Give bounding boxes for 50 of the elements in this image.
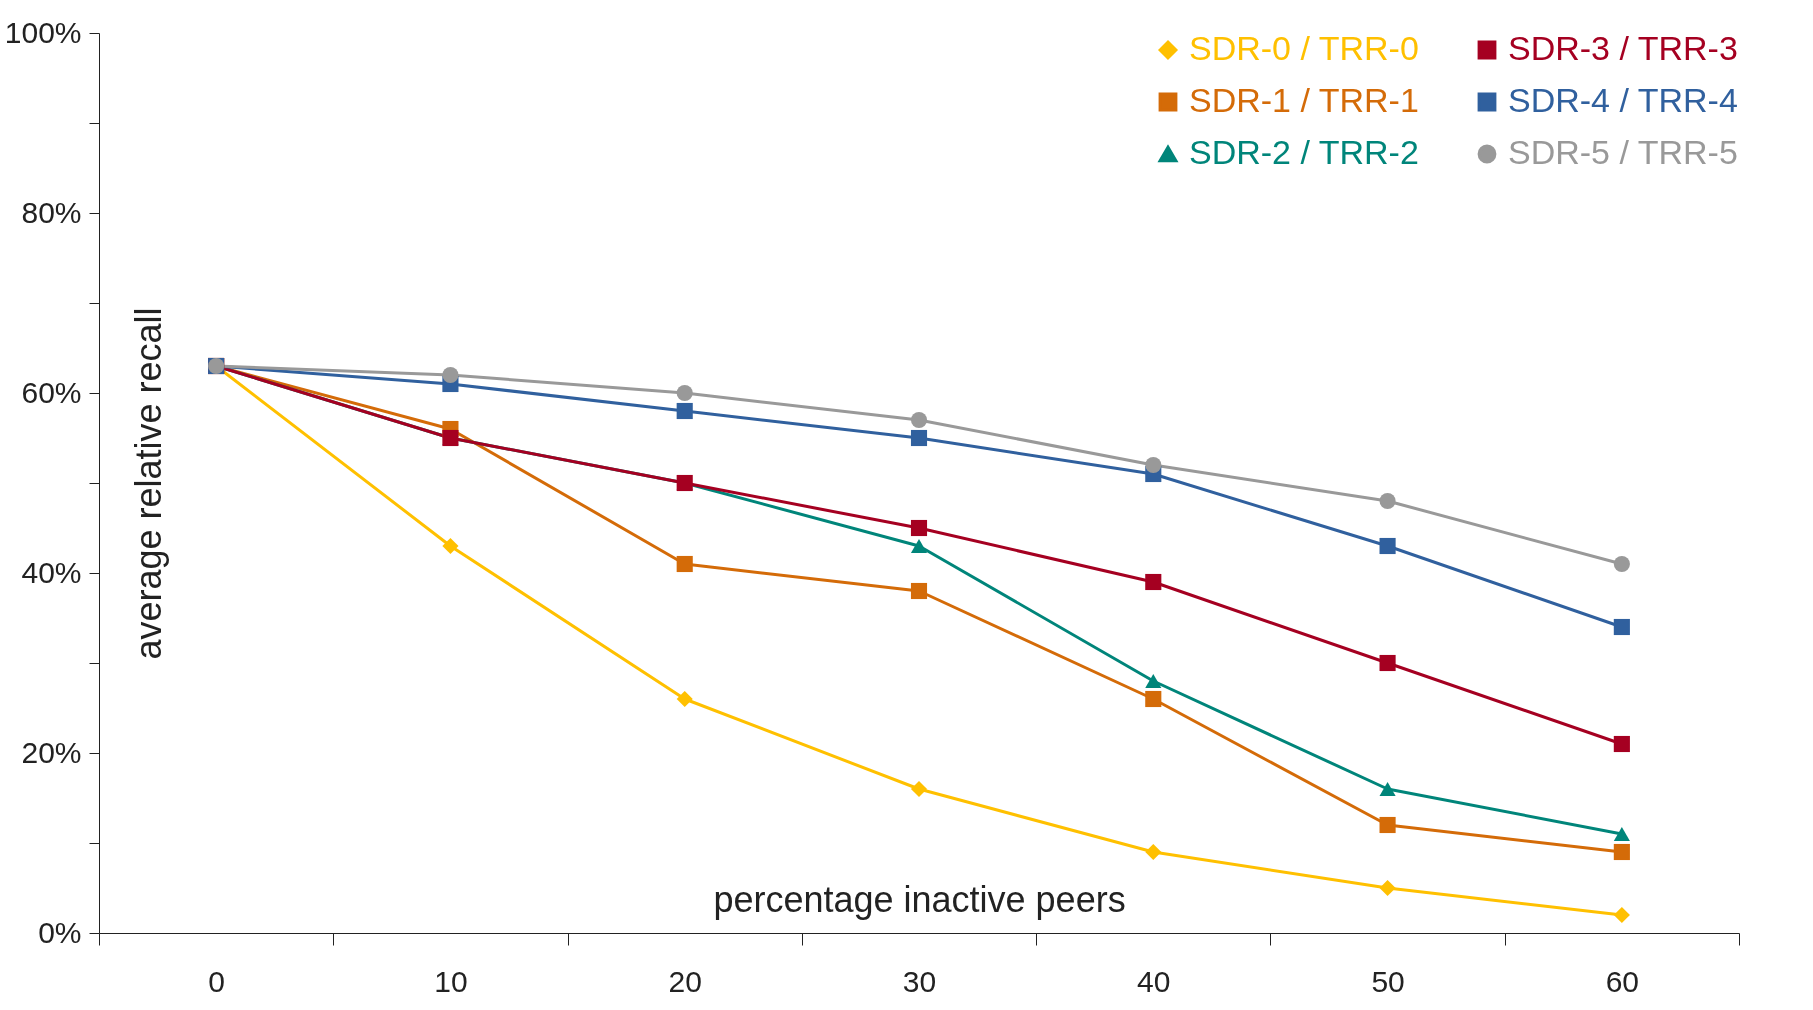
point	[1613, 906, 1630, 924]
point	[1379, 879, 1396, 897]
y-tick-label: 80%	[21, 195, 82, 229]
x-tick-label: 0	[208, 964, 225, 998]
y-tick-label: 40%	[21, 555, 82, 589]
y-tick-label: 100%	[4, 15, 82, 49]
point	[1145, 456, 1162, 474]
point	[1145, 690, 1162, 708]
y-tick-label: 20%	[21, 735, 82, 769]
legend-label: SDR-0 / TRR-0	[1189, 29, 1419, 67]
point	[1145, 573, 1162, 591]
point	[910, 780, 928, 798]
y-tick-label: 60%	[21, 375, 82, 409]
point	[676, 402, 693, 420]
point	[676, 384, 693, 402]
point	[910, 539, 928, 553]
point	[1145, 674, 1162, 688]
x-tick-label: 40	[1137, 964, 1171, 998]
legend-label: SDR-5 / TRR-5	[1508, 133, 1738, 171]
point	[442, 366, 459, 384]
x-tick-label: 50	[1371, 964, 1405, 998]
point	[676, 690, 693, 708]
point	[1145, 843, 1162, 861]
point	[910, 519, 928, 537]
x-tick-label: 60	[1605, 964, 1640, 998]
point	[1379, 816, 1396, 834]
point	[910, 411, 928, 429]
point	[676, 555, 693, 573]
x-tick-label: 30	[902, 964, 937, 998]
point	[910, 582, 928, 600]
point	[910, 429, 928, 447]
point	[1613, 827, 1630, 841]
x-tick-label: 20	[668, 964, 702, 998]
point	[1613, 843, 1630, 861]
point	[1613, 735, 1630, 753]
point	[1613, 555, 1630, 573]
x-axis-title: percentage inactive peers	[713, 878, 1126, 920]
point	[1379, 782, 1396, 796]
y-axis-title: average relative recall	[127, 307, 169, 660]
point	[1613, 618, 1630, 636]
point	[1379, 492, 1396, 510]
legend-label: SDR-2 / TRR-2	[1189, 133, 1419, 171]
legend-label: SDR-3 / TRR-3	[1508, 29, 1738, 67]
point	[1379, 537, 1396, 555]
legend-label: SDR-1 / TRR-1	[1189, 81, 1419, 119]
legend-label: SDR-4 / TRR-4	[1508, 81, 1738, 119]
x-tick-label: 10	[434, 964, 468, 998]
y-tick-label: 0%	[38, 915, 82, 949]
point	[442, 537, 459, 555]
point	[1379, 654, 1396, 672]
